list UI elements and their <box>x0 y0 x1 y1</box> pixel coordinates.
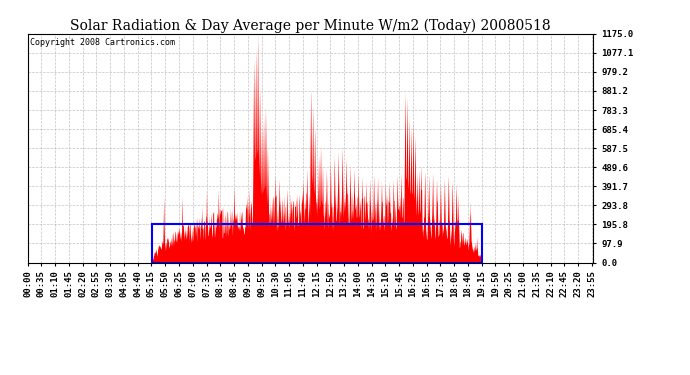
Bar <box>152 224 482 262</box>
Title: Solar Radiation & Day Average per Minute W/m2 (Today) 20080518: Solar Radiation & Day Average per Minute… <box>70 18 551 33</box>
Text: Copyright 2008 Cartronics.com: Copyright 2008 Cartronics.com <box>30 38 175 47</box>
